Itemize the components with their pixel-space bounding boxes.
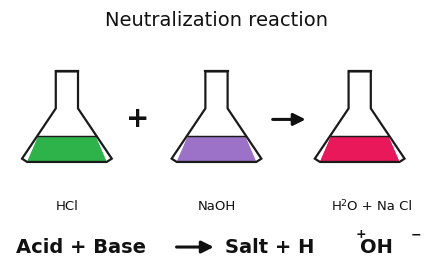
Text: HCl: HCl [55,200,78,213]
Text: Acid + Base: Acid + Base [16,237,145,256]
Text: OH: OH [360,237,393,256]
Polygon shape [315,71,404,162]
Polygon shape [177,136,256,162]
Text: Neutralization reaction: Neutralization reaction [105,11,328,30]
Polygon shape [177,136,256,162]
Text: +: + [126,105,149,133]
Polygon shape [22,71,112,162]
Text: 2: 2 [340,199,346,208]
Polygon shape [27,136,107,162]
Text: NaOH: NaOH [197,200,236,213]
Polygon shape [320,136,400,162]
Text: −: − [411,228,422,241]
Text: O + Na Cl: O + Na Cl [347,200,412,213]
Polygon shape [320,136,400,162]
Text: +: + [355,228,366,241]
Polygon shape [171,71,262,162]
Polygon shape [27,136,107,162]
Text: H: H [332,200,342,213]
Text: Salt + H: Salt + H [225,237,314,256]
